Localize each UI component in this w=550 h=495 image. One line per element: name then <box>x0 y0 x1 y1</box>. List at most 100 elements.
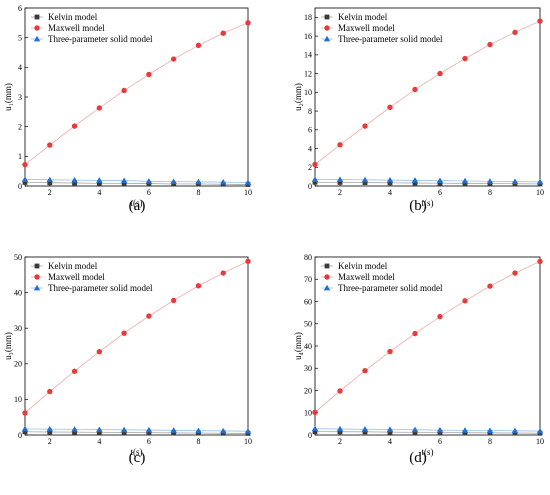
data-point <box>146 430 152 436</box>
data-point <box>195 178 202 185</box>
panel-label: (a) <box>129 198 146 214</box>
data-point <box>47 142 53 148</box>
data-point <box>336 176 344 183</box>
data-point <box>337 180 343 185</box>
data-point <box>312 161 318 168</box>
legend-entry: Three-parameter solid model <box>48 283 153 293</box>
data-point <box>337 142 343 148</box>
x-tick-label: 8 <box>196 437 200 446</box>
series-line <box>24 431 249 434</box>
series-2 <box>311 425 544 434</box>
data-point <box>487 283 493 289</box>
data-point <box>486 427 494 433</box>
data-point <box>511 427 519 434</box>
y-tick-label: 50 <box>14 253 22 262</box>
panel-3: 2 4 6 8 10 0 10 20 30 40 50 60 70 80 t(s) u₄(mm) Kelvin … <box>293 253 544 457</box>
data-point <box>96 180 102 186</box>
y-tick-label: 20 <box>14 360 22 369</box>
y-tick-label: 5 <box>18 33 22 42</box>
data-point <box>411 177 419 183</box>
series-2 <box>311 176 544 185</box>
panel-1: 2 4 6 8 10 0 2 4 6 8 10 12 14 16 18 t(s) u₂(mm) Kelvin mo… <box>293 7 544 208</box>
data-point <box>22 180 28 185</box>
series-line <box>314 20 541 165</box>
data-point <box>336 425 344 432</box>
legend-marker <box>324 14 330 20</box>
y-tick-label: 0 <box>308 431 312 440</box>
x-tick-label: 8 <box>196 188 200 197</box>
y-tick-label: 70 <box>304 275 312 284</box>
series-2 <box>21 176 252 185</box>
y-tick-label: 0 <box>18 182 22 191</box>
data-point <box>72 180 77 186</box>
series-line <box>314 181 541 185</box>
legend-entry: Kelvin model <box>48 261 98 271</box>
data-point <box>412 86 418 93</box>
series-line <box>24 182 249 185</box>
x-tick-label: 4 <box>97 437 101 446</box>
y-tick-label: 50 <box>304 320 312 329</box>
data-point <box>21 176 29 182</box>
x-tick-label: 10 <box>536 437 544 446</box>
data-point <box>195 283 202 289</box>
y-tick-label: 3 <box>18 93 22 102</box>
y-tick-label: 6 <box>18 4 22 13</box>
panel-2: 2 4 6 8 10 0 10 20 30 40 50 t(s) u₃(mm) Kelvin modelM… <box>3 253 252 457</box>
data-point <box>220 178 227 185</box>
x-axis-label: t(s) <box>131 198 143 208</box>
legend-entry: Kelvin model <box>338 261 388 271</box>
data-point <box>71 123 78 129</box>
series-1 <box>22 258 251 416</box>
x-tick-label: 8 <box>488 188 492 197</box>
data-point <box>361 426 369 432</box>
x-tick-label: 6 <box>438 437 442 446</box>
data-point <box>412 330 418 337</box>
y-tick-label: 10 <box>304 88 312 97</box>
y-tick-label: 10 <box>14 395 22 404</box>
x-tick-label: 2 <box>338 188 342 197</box>
data-point <box>171 430 177 436</box>
data-point <box>46 425 53 432</box>
data-point <box>312 409 318 416</box>
x-axis-label: t(s) <box>131 447 143 457</box>
data-point <box>387 429 393 435</box>
legend-marker <box>33 35 41 42</box>
data-point <box>362 367 368 374</box>
legend-marker <box>34 274 40 280</box>
data-point <box>486 178 494 184</box>
data-point <box>96 177 103 183</box>
data-point <box>312 429 318 435</box>
data-point <box>120 177 128 184</box>
data-point <box>337 429 343 435</box>
legend-marker <box>323 284 331 291</box>
y-tick-label: 1 <box>18 152 22 161</box>
data-point <box>96 429 102 435</box>
data-point <box>337 388 343 394</box>
data-point <box>537 258 543 265</box>
y-tick-label: 40 <box>304 342 312 351</box>
y-tick-label: 40 <box>14 288 22 297</box>
data-point <box>412 429 418 435</box>
data-point <box>245 258 251 264</box>
data-point <box>170 297 177 304</box>
y-axis-label: u₁(mm) <box>3 83 13 111</box>
legend-entry: Maxwell model <box>48 23 105 33</box>
data-point <box>71 176 78 183</box>
legend-entry: Three-parameter solid model <box>48 34 153 44</box>
data-point <box>72 429 77 435</box>
data-point <box>22 410 28 416</box>
x-axis-label: t(s) <box>422 198 434 208</box>
series-line <box>24 22 249 165</box>
legend-marker <box>33 284 41 291</box>
series-line <box>314 428 541 432</box>
data-point <box>121 330 127 336</box>
data-point <box>47 180 53 186</box>
data-point <box>537 18 543 24</box>
data-point <box>22 429 28 435</box>
data-point <box>22 161 28 168</box>
data-point <box>96 105 103 111</box>
